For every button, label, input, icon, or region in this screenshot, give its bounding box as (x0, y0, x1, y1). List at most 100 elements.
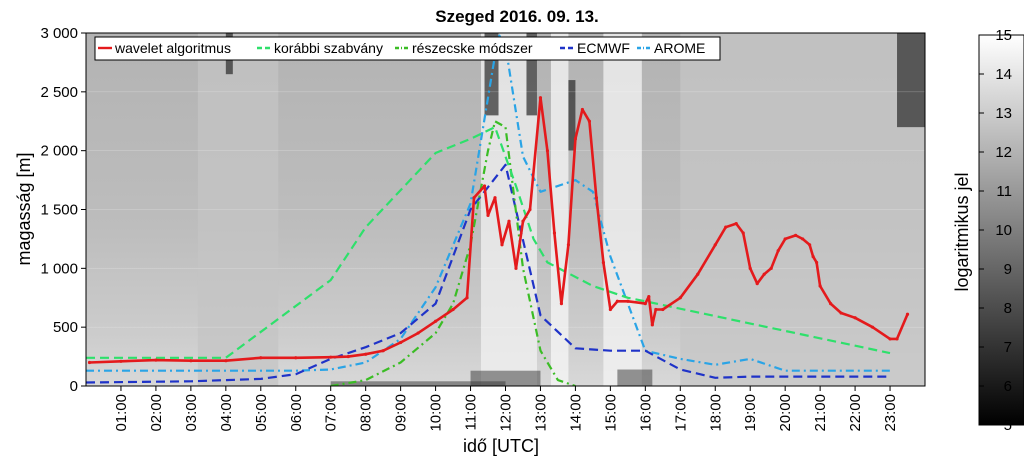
colorbar-tick-label: 15 (995, 27, 1012, 44)
series-point (762, 272, 766, 276)
x-tick-label: 05:00 (253, 394, 270, 432)
series-point (381, 349, 385, 353)
series-point (829, 302, 833, 306)
y-tick-label: 500 (53, 319, 78, 336)
legend-label: korábbi szabvány (274, 40, 383, 56)
series-point (888, 337, 892, 341)
series-point (794, 233, 798, 237)
series-point (493, 196, 497, 200)
x-tick-label: 12:00 (498, 394, 515, 432)
x-tick-label: 13:00 (532, 394, 549, 432)
series-point (769, 266, 773, 270)
series-point (895, 337, 899, 341)
series-point (433, 319, 438, 323)
series-point (482, 184, 487, 188)
series-point (514, 266, 518, 270)
x-tick-label: 23:00 (882, 394, 899, 432)
x-tick-label: 22:00 (847, 394, 864, 432)
signal-band (330, 381, 506, 386)
series-point (661, 307, 665, 312)
x-axis: 01:00 02:00 03:00 04:00 05:00 06:00 07:00 08:00… (113, 386, 899, 432)
series-point (87, 360, 92, 365)
series-point (647, 294, 651, 299)
colorbar-tick-label: 6 (1004, 378, 1012, 395)
colorbar-tick-label: 8 (1004, 300, 1012, 317)
colorbar-tick-label: 12 (995, 144, 1012, 161)
x-axis-label: idő [UTC] (463, 436, 539, 456)
x-tick-label: 02:00 (148, 394, 165, 432)
x-tick-label: 09:00 (393, 394, 410, 432)
series-point (587, 119, 592, 123)
series-point (224, 359, 228, 363)
series-point (294, 356, 298, 360)
x-tick-label: 20:00 (777, 394, 794, 432)
colorbar-gradient (978, 34, 1024, 426)
series-point (465, 296, 469, 300)
series-line-részecske-módszer (330, 120, 576, 386)
series-point (650, 323, 654, 327)
series-point (500, 243, 504, 247)
colorbar-tick-label: 11 (996, 183, 1012, 200)
x-tick-label: 21:00 (812, 394, 829, 432)
legend: wavelet algoritmus korábbi szabvány részec… (94, 36, 721, 61)
series-point (521, 219, 525, 223)
y-tick-label: 2 500 (40, 84, 78, 101)
x-tick-label: 07:00 (323, 394, 340, 432)
series-point (696, 272, 700, 276)
x-tick-label: 10:00 (428, 394, 445, 432)
y-tick-label: 1 000 (40, 260, 78, 277)
series-point (741, 231, 745, 235)
series-point (346, 354, 350, 359)
series-point (545, 149, 550, 153)
series-point (755, 282, 759, 286)
x-tick-label: 19:00 (742, 394, 759, 432)
series-point (626, 299, 630, 303)
chart-title: Szeged 2016. 09. 13. (435, 7, 599, 26)
signal-band (617, 369, 653, 386)
x-tick-label: 08:00 (358, 394, 375, 432)
colorbar-tick-label: 14 (995, 66, 1012, 83)
series-point (329, 355, 333, 359)
x-tick-label: 17:00 (672, 394, 689, 432)
series-point (811, 254, 815, 259)
x-tick-label: 03:00 (183, 394, 200, 432)
signal-band (568, 80, 576, 151)
colorbar-tick-label: 10 (995, 222, 1012, 239)
series-point (818, 284, 822, 288)
series-point (808, 243, 812, 247)
colorbar-tick-label: 5 (1004, 417, 1012, 434)
signal-band (897, 33, 925, 128)
series-point (654, 307, 658, 312)
series-point (839, 311, 843, 315)
series-point (713, 243, 717, 247)
signal-band (526, 33, 537, 116)
x-tick-label: 14:00 (567, 394, 584, 432)
signal-band (197, 33, 279, 386)
series-point (486, 213, 490, 217)
series-point (608, 307, 612, 312)
x-tick-label: 11:00 (463, 394, 480, 430)
series-point (573, 137, 578, 141)
series-line-ECMWF (86, 163, 890, 384)
legend-label: részecske módszer (412, 40, 533, 56)
series-point (399, 340, 403, 345)
colorbar-tick-label: 7 (1004, 339, 1012, 356)
series-point (559, 302, 564, 306)
x-tick-label: 06:00 (288, 394, 305, 432)
series-point (801, 237, 805, 241)
series-point (472, 196, 476, 200)
series-point (783, 237, 787, 241)
legend-label: ECMWF (577, 40, 630, 56)
colorbar-tick-label: 9 (1004, 261, 1012, 278)
series-point (154, 358, 158, 362)
y-tick-label: 3 000 (40, 25, 78, 42)
y-tick-label: 1 500 (40, 202, 78, 219)
signal-band (680, 33, 925, 386)
colorbar-tick-label: 13 (995, 105, 1012, 122)
series-point (678, 296, 682, 300)
legend-label: AROME (654, 40, 705, 56)
series-point (870, 325, 875, 329)
x-tick-label: 15:00 (602, 394, 619, 432)
series-point (748, 266, 752, 270)
